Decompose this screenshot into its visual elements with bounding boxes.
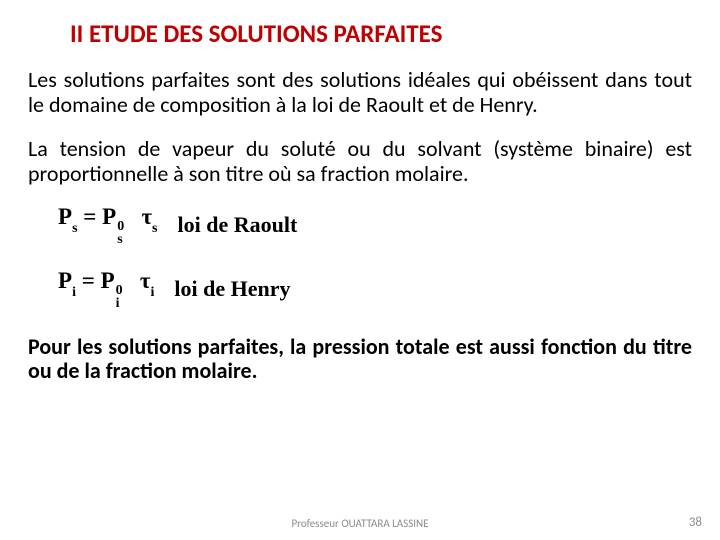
paragraph-1: Les solutions parfaites sont des solutio…: [28, 67, 692, 118]
eq2-tau: τ: [140, 268, 151, 293]
eq1-P-left: P: [58, 204, 72, 229]
eq2-tau-sub: i: [150, 285, 154, 300]
equation-henry: Pi = P0i τi loi de Henry: [58, 268, 692, 310]
conclusion-paragraph: Pour les solutions parfaites, la pressio…: [28, 335, 692, 384]
eq2-P-left: P: [58, 268, 72, 293]
eq1-sub-right: s: [117, 234, 124, 247]
equation-henry-label: loi de Henry: [174, 276, 290, 302]
eq1-sub-left: s: [72, 221, 77, 236]
eq2-supsub: 0i: [116, 285, 123, 310]
slide-container: II ETUDE DES SOLUTIONS PARFAITES Les sol…: [0, 0, 720, 540]
equation-raoult: Ps = P0s τs loi de Raoult: [58, 204, 692, 246]
footer-author: Professeur OUATTARA LASSINE: [0, 517, 720, 530]
eq2-P-right: P: [101, 268, 115, 293]
equals-sign: =: [83, 204, 102, 229]
equations-block: Ps = P0s τs loi de Raoult Pi = P0i τi lo…: [28, 204, 692, 310]
eq1-P-right: P: [102, 204, 116, 229]
equation-henry-formula: Pi = P0i τi: [58, 268, 154, 310]
eq2-space: [128, 268, 134, 293]
equation-raoult-formula: Ps = P0s τs: [58, 204, 158, 246]
eq1-tau: τ: [141, 204, 152, 229]
eq1-supsub: 0s: [117, 221, 124, 246]
equation-raoult-label: loi de Raoult: [178, 212, 298, 238]
slide-title: II ETUDE DES SOLUTIONS PARFAITES: [28, 18, 692, 49]
eq2-sub-right: i: [116, 298, 123, 311]
paragraph-2: La tension de vapeur du soluté ou du sol…: [28, 136, 692, 187]
equals-sign-2: =: [82, 268, 101, 293]
eq1-tau-sub: s: [152, 221, 157, 236]
eq1-space: [130, 204, 136, 229]
eq2-sub-left: i: [72, 285, 76, 300]
slide-footer: Professeur OUATTARA LASSINE 38: [0, 517, 720, 530]
footer-page-number: 38: [689, 515, 702, 530]
